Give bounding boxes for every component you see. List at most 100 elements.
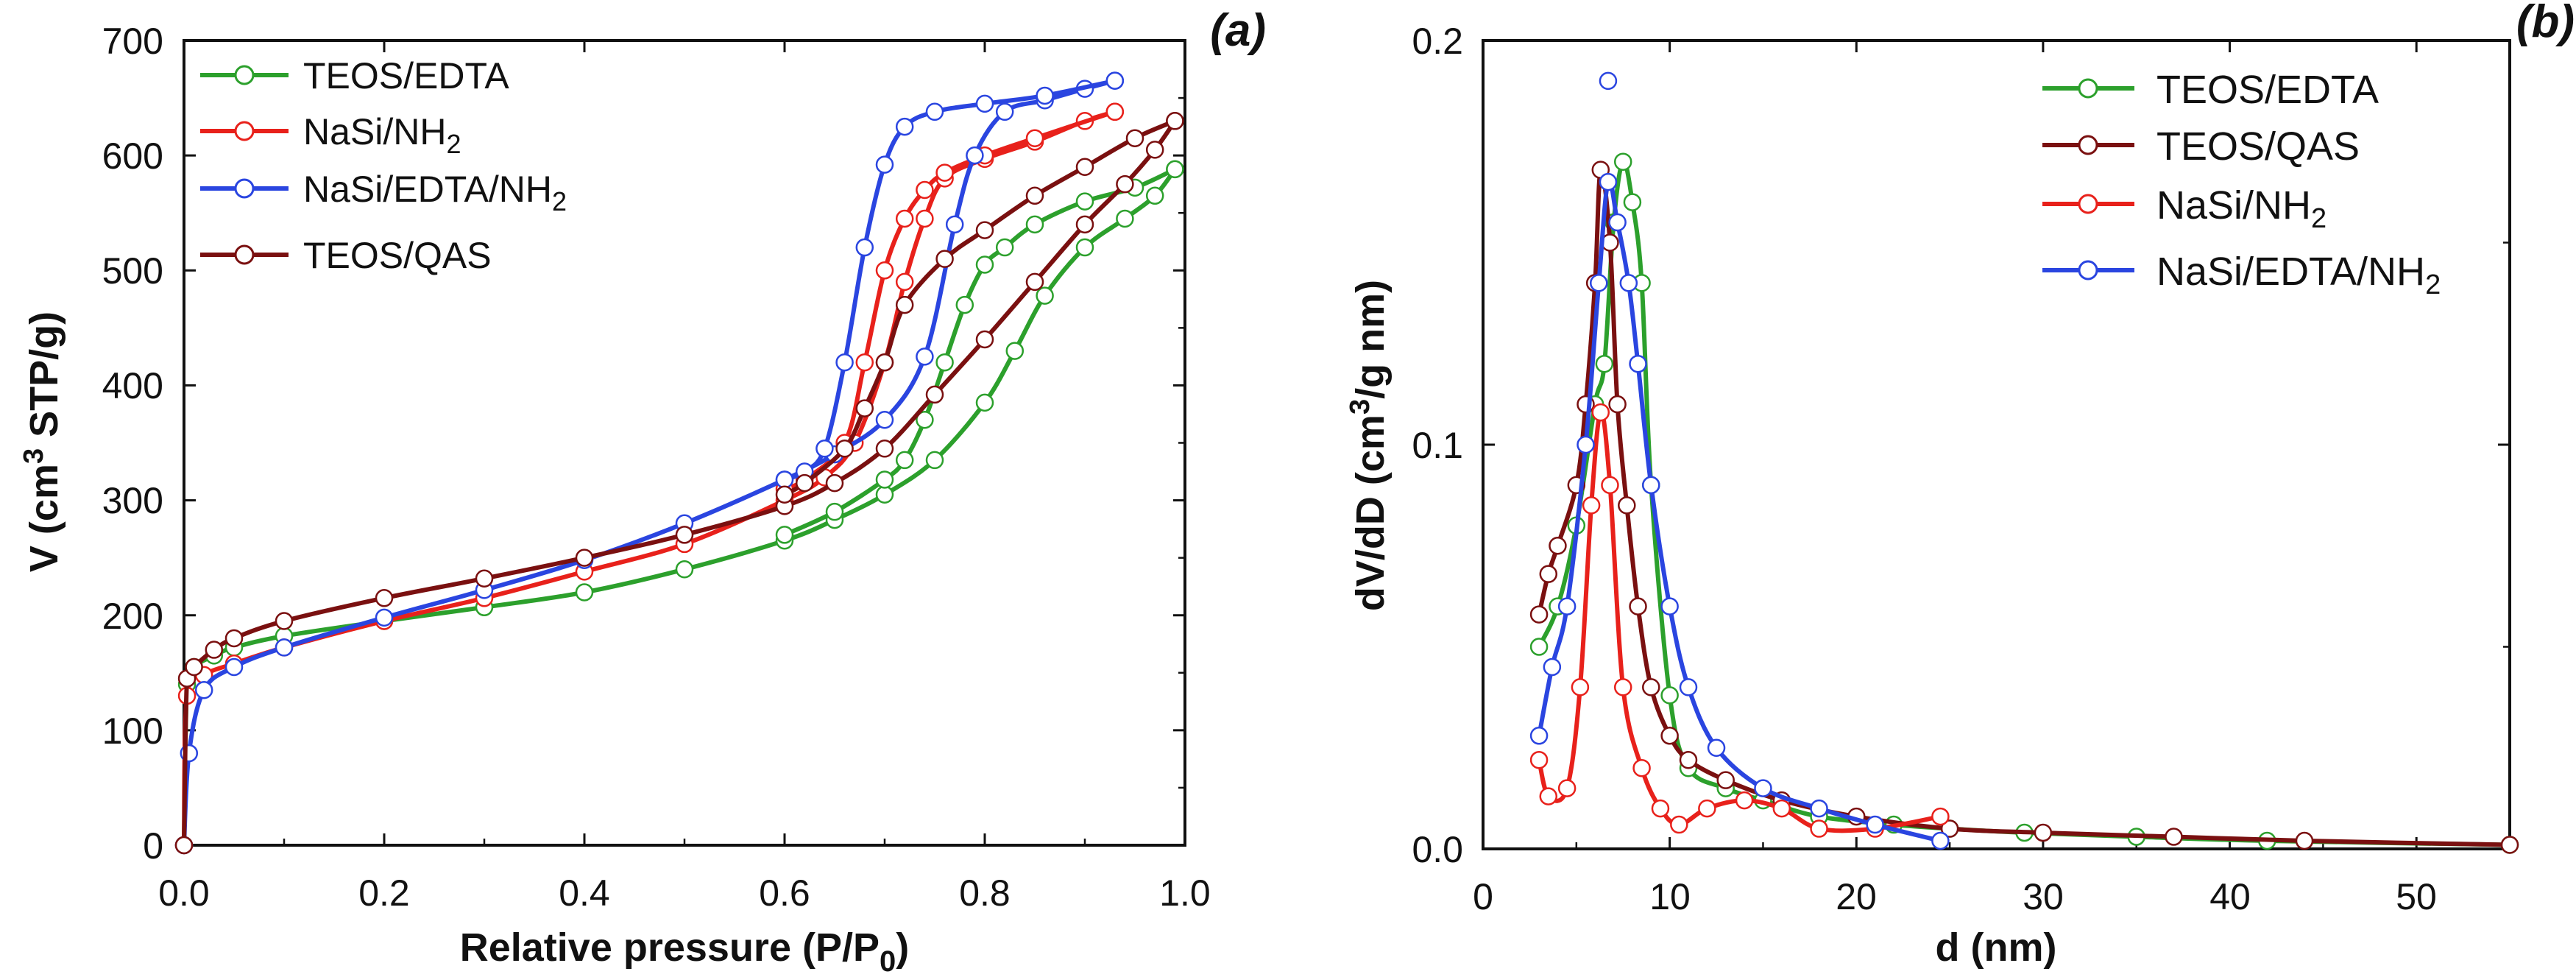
data-point bbox=[2165, 828, 2183, 846]
data-point bbox=[1866, 815, 1884, 834]
data-point bbox=[174, 836, 194, 855]
y-tick-label: 0.0 bbox=[1412, 829, 1463, 870]
legend-entry-nasi-nh2: NaSi/NH2 bbox=[2042, 183, 2326, 234]
data-point bbox=[895, 117, 914, 136]
legend-label: NaSi/EDTA/NH2 bbox=[303, 169, 567, 216]
data-point bbox=[945, 215, 964, 234]
series-nasi-edta-nh2 bbox=[1529, 172, 1950, 850]
data-point bbox=[916, 411, 934, 429]
data-point bbox=[925, 385, 944, 404]
data-point bbox=[775, 526, 794, 544]
adsorption-curve bbox=[182, 109, 1116, 846]
data-point bbox=[855, 353, 874, 372]
data-point bbox=[995, 102, 1014, 121]
data-point bbox=[1577, 435, 1595, 454]
data-point bbox=[895, 451, 914, 470]
y-axis-title-b: dV/dD (cm3/g nm) bbox=[1345, 280, 1393, 611]
data-point bbox=[1660, 727, 1679, 745]
data-point bbox=[1036, 86, 1054, 105]
data-point bbox=[1707, 738, 1726, 757]
data-point bbox=[895, 295, 914, 314]
data-point bbox=[1608, 395, 1627, 414]
x-tick-label: 0.6 bbox=[759, 872, 810, 914]
data-point bbox=[1629, 354, 1647, 373]
data-point bbox=[1557, 779, 1577, 797]
x-tick-label: 50 bbox=[2396, 876, 2437, 917]
data-point bbox=[895, 272, 914, 292]
data-point bbox=[1075, 158, 1094, 177]
legend-label: TEOS/EDTA bbox=[303, 55, 509, 96]
data-point bbox=[875, 485, 894, 504]
data-point bbox=[1105, 71, 1125, 90]
data-point bbox=[1599, 71, 1618, 91]
data-point bbox=[775, 485, 794, 504]
legend-label: NaSi/NH2 bbox=[2156, 183, 2326, 234]
data-point bbox=[575, 583, 594, 602]
y-tick-label: 700 bbox=[102, 21, 163, 62]
data-point bbox=[1651, 799, 1670, 818]
data-point bbox=[1025, 215, 1044, 234]
legend-b: TEOS/EDTA TEOS/QAS NaSi/NH2 NaSi/EDTA/NH… bbox=[2042, 68, 2441, 300]
data-point bbox=[1642, 476, 1660, 495]
data-point bbox=[795, 473, 814, 493]
data-point bbox=[1940, 819, 1959, 838]
data-point bbox=[815, 440, 834, 458]
data-point bbox=[1105, 102, 1125, 121]
data-point bbox=[1145, 141, 1164, 159]
x-tick-label: 40 bbox=[2209, 876, 2251, 917]
data-point bbox=[775, 470, 794, 489]
data-point bbox=[875, 440, 894, 458]
data-point bbox=[825, 502, 844, 521]
data-point bbox=[1075, 192, 1094, 211]
data-point bbox=[1810, 799, 1828, 818]
legend-marker bbox=[234, 121, 255, 141]
x-tick-label: 0.2 bbox=[358, 872, 410, 914]
data-point bbox=[1698, 799, 1716, 818]
y-tick-label: 0 bbox=[143, 825, 163, 867]
data-point bbox=[1679, 750, 1698, 769]
data-point bbox=[1660, 597, 1679, 616]
data-point bbox=[1632, 758, 1651, 777]
data-point bbox=[925, 102, 944, 121]
panel-b: 0 10 20 30 40 50 0.0 0.1 0.2 d (nm) dV/d… bbox=[1345, 0, 2575, 970]
data-point bbox=[1539, 787, 1558, 805]
data-point bbox=[375, 589, 394, 607]
data-point bbox=[2034, 823, 2053, 842]
y-tick-labels-a: 0 100 200 300 400 500 600 700 bbox=[102, 21, 163, 867]
y-tick-label: 100 bbox=[102, 710, 163, 752]
data-point bbox=[875, 353, 894, 372]
y-tick-label: 400 bbox=[102, 365, 163, 406]
data-point bbox=[194, 680, 213, 699]
data-point bbox=[1591, 403, 1610, 422]
data-point bbox=[975, 330, 994, 349]
data-point bbox=[205, 641, 224, 659]
data-point bbox=[835, 353, 854, 372]
x-tick-label: 10 bbox=[1649, 876, 1691, 917]
legend-marker bbox=[234, 244, 255, 265]
legend-entry-teos-edta: TEOS/EDTA bbox=[2042, 68, 2379, 112]
x-tick-label: 20 bbox=[1836, 876, 1877, 917]
data-point bbox=[935, 353, 954, 372]
panel-label-b: (b) bbox=[2516, 0, 2575, 47]
data-point bbox=[275, 612, 294, 630]
data-point bbox=[1772, 799, 1791, 818]
data-point bbox=[1116, 174, 1134, 194]
data-point bbox=[1543, 657, 1562, 677]
data-point bbox=[1670, 815, 1688, 834]
series-nasi-nh2 bbox=[1529, 403, 1950, 838]
x-tick-label: 0 bbox=[1473, 876, 1493, 917]
data-point bbox=[1595, 354, 1614, 373]
data-point bbox=[895, 209, 914, 228]
x-tick-label: 30 bbox=[2023, 876, 2064, 917]
data-point bbox=[1529, 605, 1549, 624]
data-point bbox=[1005, 342, 1025, 360]
data-point bbox=[855, 399, 874, 417]
legend-entry-teos-qas: TEOS/QAS bbox=[2042, 124, 2360, 169]
series-nasi-nh2 bbox=[174, 102, 1125, 855]
data-point bbox=[1529, 727, 1549, 745]
data-point bbox=[575, 549, 594, 567]
data-point bbox=[375, 608, 394, 627]
data-point bbox=[224, 657, 244, 677]
data-point bbox=[1125, 129, 1144, 147]
plot-frame-a bbox=[183, 39, 1186, 847]
